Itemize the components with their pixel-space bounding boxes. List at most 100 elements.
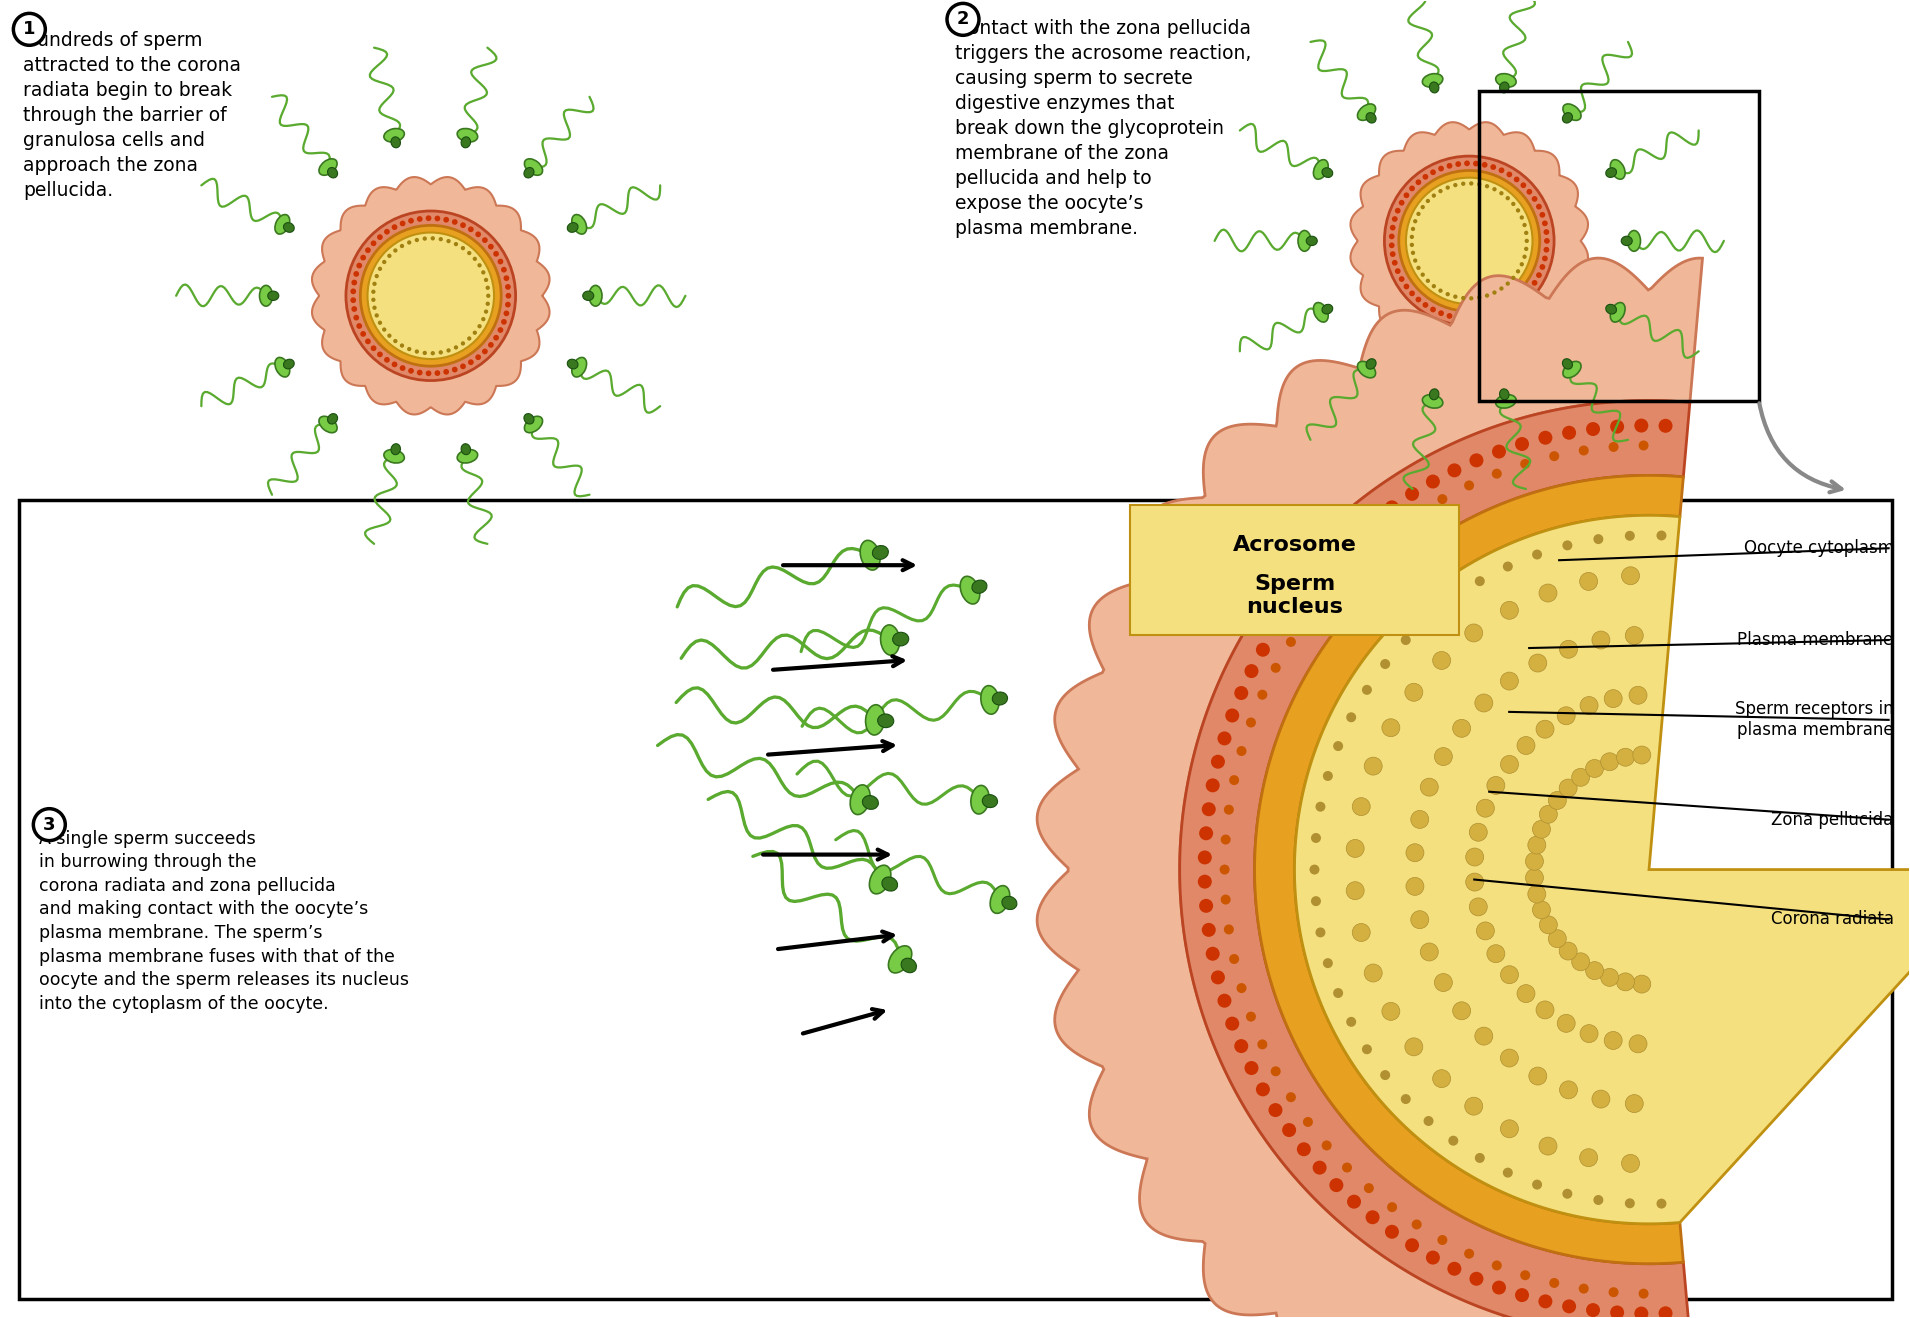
Bar (1478, 91, 1759, 401)
Circle shape (350, 298, 355, 303)
Circle shape (1312, 564, 1327, 579)
Ellipse shape (460, 137, 470, 148)
Circle shape (1285, 1093, 1295, 1102)
Circle shape (1297, 1143, 1310, 1156)
Circle shape (1245, 1061, 1259, 1075)
Ellipse shape (1322, 304, 1333, 314)
Circle shape (1230, 954, 1240, 963)
Circle shape (1465, 161, 1471, 166)
Circle shape (1257, 689, 1268, 700)
Circle shape (1539, 584, 1557, 602)
Circle shape (1515, 438, 1530, 451)
Circle shape (1536, 273, 1541, 278)
Circle shape (1411, 811, 1429, 829)
Circle shape (1343, 567, 1352, 576)
Circle shape (1347, 712, 1356, 722)
Circle shape (1543, 246, 1549, 253)
Ellipse shape (1610, 303, 1625, 322)
Circle shape (1425, 199, 1431, 203)
Circle shape (455, 345, 458, 349)
Circle shape (1475, 695, 1494, 712)
Circle shape (372, 282, 376, 286)
Circle shape (384, 229, 390, 235)
Circle shape (468, 227, 474, 232)
Circle shape (1585, 422, 1601, 436)
Circle shape (483, 310, 489, 314)
Circle shape (1580, 572, 1597, 590)
Circle shape (1421, 942, 1438, 961)
Circle shape (1329, 547, 1343, 561)
Circle shape (1492, 444, 1505, 459)
Polygon shape (1037, 258, 1702, 1318)
Circle shape (1312, 1161, 1327, 1174)
Circle shape (1432, 1070, 1450, 1087)
Circle shape (1528, 886, 1545, 903)
Circle shape (1448, 464, 1461, 477)
Circle shape (499, 327, 504, 333)
Ellipse shape (456, 129, 478, 142)
Ellipse shape (1366, 358, 1375, 369)
Circle shape (1245, 664, 1259, 677)
Circle shape (1406, 1238, 1419, 1252)
Circle shape (416, 216, 422, 221)
Circle shape (1465, 315, 1471, 322)
Circle shape (376, 235, 382, 240)
Circle shape (371, 240, 376, 246)
Circle shape (1316, 801, 1326, 812)
Ellipse shape (961, 576, 980, 604)
Circle shape (1616, 973, 1635, 991)
Circle shape (1585, 759, 1604, 778)
Circle shape (1268, 1103, 1282, 1118)
Circle shape (1392, 216, 1398, 221)
Circle shape (1198, 875, 1211, 888)
Circle shape (1410, 186, 1415, 191)
Circle shape (1476, 799, 1494, 817)
Circle shape (1501, 1049, 1518, 1068)
Circle shape (1528, 1068, 1547, 1085)
Ellipse shape (888, 946, 911, 973)
Circle shape (409, 217, 414, 224)
Ellipse shape (982, 795, 997, 808)
Circle shape (351, 306, 357, 312)
Circle shape (1438, 188, 1442, 194)
Circle shape (1520, 182, 1526, 188)
Circle shape (382, 260, 386, 264)
Circle shape (1389, 243, 1394, 248)
Text: Hundreds of sperm
attracted to the corona
radiata begin to break
through the bar: Hundreds of sperm attracted to the coron… (23, 32, 241, 200)
Ellipse shape (863, 796, 879, 809)
Ellipse shape (1429, 389, 1438, 399)
Circle shape (1469, 824, 1488, 841)
Circle shape (353, 315, 359, 320)
Ellipse shape (1606, 167, 1616, 178)
Circle shape (367, 232, 495, 358)
Circle shape (399, 365, 405, 370)
Circle shape (1257, 643, 1270, 656)
Circle shape (1434, 974, 1452, 991)
Circle shape (476, 232, 481, 237)
Circle shape (1390, 252, 1396, 257)
Circle shape (1211, 970, 1224, 985)
Circle shape (1432, 283, 1436, 289)
Circle shape (1282, 602, 1297, 616)
Circle shape (365, 339, 371, 344)
Circle shape (350, 289, 355, 294)
Circle shape (1559, 942, 1578, 960)
Circle shape (1520, 215, 1524, 220)
Circle shape (1517, 208, 1520, 212)
Circle shape (468, 336, 472, 340)
Ellipse shape (523, 167, 535, 178)
Ellipse shape (1606, 304, 1616, 314)
Circle shape (1501, 1120, 1518, 1137)
Circle shape (1411, 1219, 1421, 1230)
Ellipse shape (982, 685, 999, 714)
Circle shape (1297, 583, 1310, 597)
Circle shape (472, 331, 478, 335)
Circle shape (1310, 896, 1322, 905)
Circle shape (1230, 775, 1240, 786)
Circle shape (1539, 805, 1557, 824)
Circle shape (1580, 1284, 1589, 1293)
Circle shape (1625, 1198, 1635, 1209)
Circle shape (1427, 474, 1440, 489)
Circle shape (376, 352, 382, 357)
Circle shape (1526, 869, 1543, 887)
